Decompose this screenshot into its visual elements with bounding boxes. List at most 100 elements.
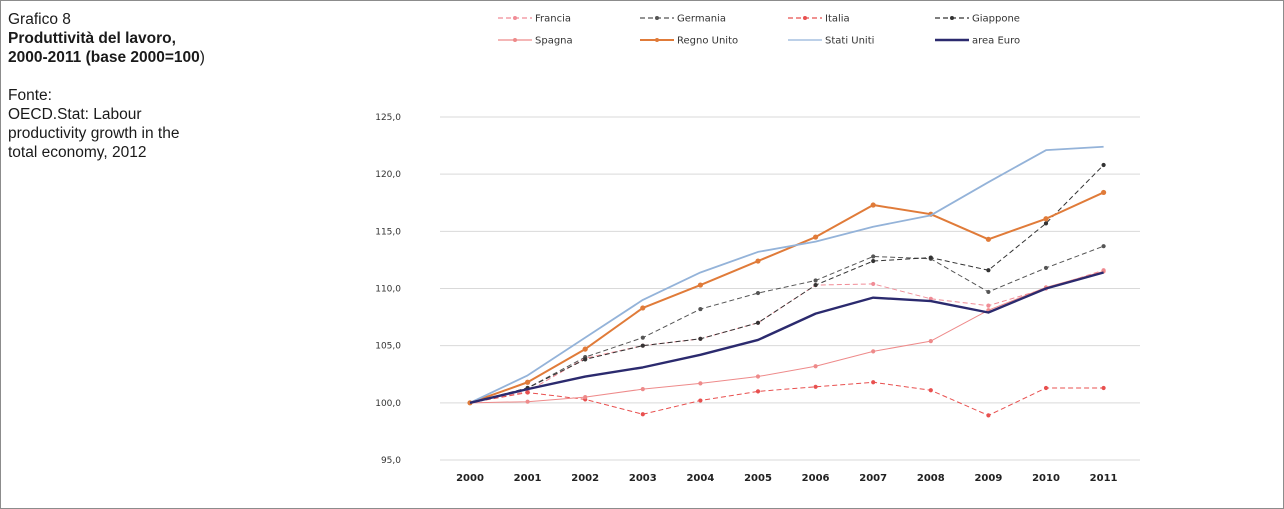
y-tick-label-120: 120,0 [375,170,401,180]
legend-label-stati-uniti: Stati Uniti [825,36,874,47]
figure-title-line2-tail: ) [199,49,205,66]
x-tick-label-2005: 2005 [744,473,772,484]
data-point-germania-2005 [755,290,761,296]
series-spagna [467,269,1106,405]
data-point-germania-2011 [1101,244,1106,249]
data-point-giappone-2010 [1043,221,1049,226]
data-point-italia-2007 [871,380,876,385]
data-point-giappone-2006 [813,282,818,288]
data-point-italia-2009 [986,413,991,418]
x-axis-tick-labels: 2000 2001 2002 2003 2004 2005 2006 2007 2008 2009… [456,473,1117,484]
series-area-euro [469,271,1104,405]
series-stati-uniti [469,145,1104,404]
series-regno-unito [467,189,1107,406]
data-point-regno-unito-2007 [870,202,876,208]
legend-entry-giappone: Giappone [935,14,1020,25]
data-point-giappone-2011 [1101,162,1106,168]
data-point-germania-2003 [640,335,645,340]
legend-marker-francia [513,16,517,20]
series-lines [467,145,1107,418]
x-tick-label-2007: 2007 [859,473,887,484]
data-point-giappone-2002 [583,357,588,362]
data-point-regno-unito-2010 [1043,216,1049,222]
data-point-regno-unito-2003 [640,305,646,311]
y-tick-label-125: 125,0 [375,113,401,123]
data-point-italia-2005 [755,389,761,394]
data-point-italia-2003 [640,412,645,417]
data-point-germania-2006 [813,278,818,283]
data-point-regno-unito-2006 [813,234,819,240]
x-tick-label-2000: 2000 [456,473,484,484]
legend-entry-area-euro: area Euro [935,36,1020,47]
data-point-francia-2007 [871,281,876,287]
data-point-germania-2007 [871,254,876,259]
grid-lines [440,116,1140,461]
series-line-spagna [469,270,1104,404]
legend-entry-regno-unito: Regno Unito [640,36,738,47]
data-point-spagna-2007 [871,349,876,354]
y-tick-label-95: 95,0 [381,456,401,466]
y-tick-label-100: 100,0 [375,399,401,409]
data-point-germania-2004 [698,306,703,312]
data-point-italia-2006 [813,384,818,389]
y-tick-label-105: 105,0 [375,342,401,352]
source-heading: Fonte: [8,87,52,104]
legend-marker-spagna [513,38,517,42]
x-tick-label-2006: 2006 [802,473,830,484]
data-point-germania-2009 [986,289,991,295]
legend-label-spagna: Spagna [535,36,573,47]
data-point-regno-unito-2002 [582,346,588,352]
data-point-regno-unito-2011 [1101,189,1107,196]
legend-marker-regno-unito [655,38,659,42]
figure-title-line1: Produttività del lavoro, [8,30,176,47]
legend-marker-giappone [950,16,954,20]
data-point-spagna-2008 [928,338,933,344]
data-point-italia-2010 [1043,385,1049,391]
x-tick-label-2001: 2001 [514,473,542,484]
series-line-area-euro [469,271,1104,405]
data-point-giappone-2005 [755,320,761,325]
x-tick-label-2011: 2011 [1090,473,1118,484]
data-point-italia-2011 [1101,385,1106,391]
data-point-giappone-2004 [698,336,703,341]
data-point-italia-2008 [928,388,933,393]
data-point-regno-unito-2009 [985,236,992,242]
legend-marker-germania [655,16,659,20]
data-point-giappone-2003 [640,343,645,348]
legend-label-regno-unito: Regno Unito [677,36,738,47]
legend-entry-germania: Germania [640,14,726,25]
data-point-giappone-2009 [986,268,991,273]
data-point-regno-unito-2001 [525,379,531,385]
source-line-2: productivity growth in the [8,125,180,142]
data-point-giappone-2008 [928,255,933,260]
legend-label-italia: Italia [825,14,850,25]
figure-number: Grafico 8 [8,11,71,28]
data-point-italia-2004 [698,398,703,403]
figure-title-line2-bold: 2000-2011 (base 2000=100 [8,49,200,66]
x-tick-label-2003: 2003 [629,473,657,484]
source-line-1: OECD.Stat: Labour [8,106,142,123]
data-point-italia-2001 [525,390,530,395]
data-point-spagna-2003 [640,387,645,392]
legend-label-germania: Germania [677,14,726,25]
legend-label-giappone: Giappone [972,14,1020,25]
series-line-germania [469,245,1104,404]
data-point-regno-unito-2005 [755,258,761,264]
series-line-stati-uniti [469,145,1104,404]
data-point-spagna-2004 [698,381,703,386]
x-tick-label-2002: 2002 [571,473,599,484]
data-point-spagna-2006 [813,364,818,369]
legend-label-area-euro: area Euro [972,36,1020,47]
legend: Francia Germania Italia Giappone Spagna Regno… [498,14,1020,47]
series-line-francia [469,269,1104,404]
x-tick-label-2004: 2004 [686,473,714,484]
data-point-germania-2010 [1043,265,1049,271]
source-line-3: total economy, 2012 [8,144,147,161]
y-axis-tick-labels: 95,0 100,0 105,0 110,0 115,0 120,0 125,0 [375,113,401,466]
legend-entry-stati-uniti: Stati Uniti [788,36,874,47]
legend-entry-italia: Italia [788,14,850,25]
data-point-spagna-2005 [755,374,761,379]
x-tick-label-2010: 2010 [1032,473,1060,484]
legend-entry-spagna: Spagna [498,36,573,47]
